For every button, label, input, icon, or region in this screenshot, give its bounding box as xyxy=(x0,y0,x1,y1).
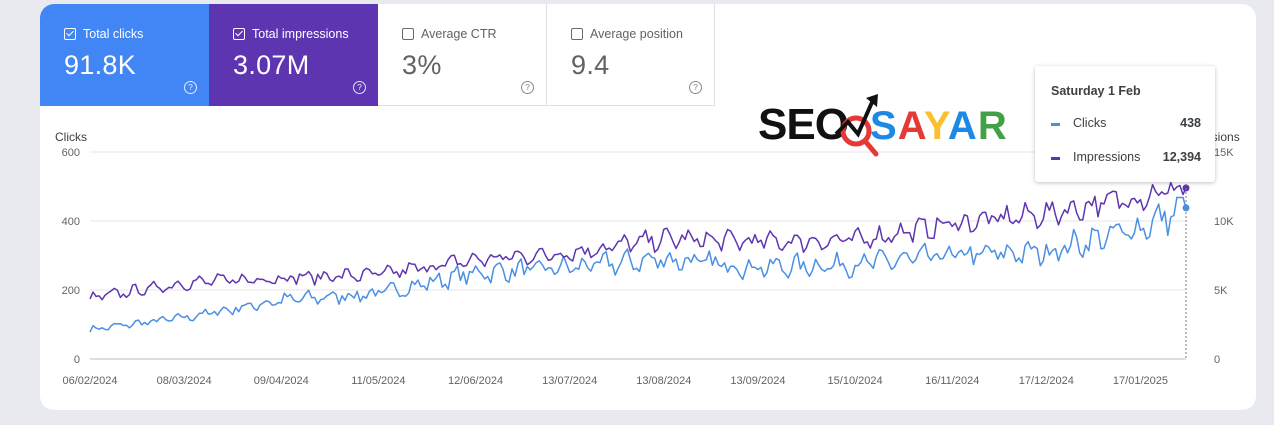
legend-swatch xyxy=(1051,123,1060,126)
checkbox-icon[interactable] xyxy=(571,28,583,40)
metric-header: Total clicks xyxy=(64,26,209,42)
x-tick-label: 08/03/2024 xyxy=(157,375,212,387)
x-tick-label: 12/06/2024 xyxy=(448,375,503,387)
help-icon[interactable]: ? xyxy=(689,81,702,94)
series-line-clicks xyxy=(89,196,1187,333)
checkbox-icon[interactable] xyxy=(402,28,414,40)
x-tick-label: 17/12/2024 xyxy=(1019,375,1074,387)
metric-value: 3.07M xyxy=(233,50,310,80)
watermark-letter: Y xyxy=(923,104,948,148)
x-tick-label: 13/07/2024 xyxy=(542,375,597,387)
performance-chart[interactable]: 600 400 200 0 15K 10K 5K 0 06/02/2024 08/03/2024 0… xyxy=(40,4,1256,410)
tooltip-row-clicks: Clicks 438 xyxy=(1051,116,1201,132)
legend-swatch xyxy=(1051,157,1060,160)
right-tick-label: 15K xyxy=(1214,147,1234,159)
metric-label: Average CTR xyxy=(421,27,497,41)
x-tick-label: 09/04/2024 xyxy=(254,375,309,387)
highlight-point-clicks xyxy=(1182,204,1190,212)
metric-header: Average CTR xyxy=(402,26,546,42)
metric-average-ctr[interactable]: Average CTR 3% ? xyxy=(378,4,547,106)
right-tick-label: 10K xyxy=(1214,216,1234,228)
x-tick-label: 13/08/2024 xyxy=(636,375,691,387)
x-tick-label: 17/01/2025 xyxy=(1113,375,1168,387)
tooltip-date: Saturday 1 Feb xyxy=(1051,84,1141,98)
right-tick-label: 5K xyxy=(1214,285,1228,297)
left-tick-label: 200 xyxy=(62,285,80,297)
help-icon[interactable]: ? xyxy=(521,81,534,94)
metric-header: Average position xyxy=(571,26,714,42)
checkbox-icon[interactable] xyxy=(233,28,245,40)
series-line-impressions xyxy=(89,181,1187,301)
x-tick-label: 16/11/2024 xyxy=(925,375,979,387)
metric-value: 9.4 xyxy=(571,50,610,80)
metric-value: 91.8K xyxy=(64,50,137,80)
magnifier-arrow-icon xyxy=(834,94,879,157)
performance-card: Total clicks 91.8K ? Total impressions 3… xyxy=(40,4,1256,410)
left-tick-label: 0 xyxy=(74,354,80,366)
tooltip-row-impressions: Impressions 12,394 xyxy=(1051,150,1201,166)
tooltip-label: Impressions xyxy=(1073,150,1141,164)
watermark-letter: R xyxy=(977,104,1008,148)
highlight-point-impressions xyxy=(1182,184,1190,192)
metric-label: Total clicks xyxy=(83,27,144,41)
watermark-seo: SEO xyxy=(758,100,849,149)
x-tick-label: 06/02/2024 xyxy=(62,375,117,387)
help-icon[interactable]: ? xyxy=(184,81,197,94)
watermark-sayar: SAYAR xyxy=(870,104,1008,149)
x-tick-label: 15/10/2024 xyxy=(828,375,883,387)
help-icon[interactable]: ? xyxy=(353,81,366,94)
tooltip-label: Clicks xyxy=(1073,116,1107,130)
tooltip-value: 438 xyxy=(1180,116,1201,130)
seosayar-watermark: SEO SAYAR xyxy=(758,94,1028,157)
chart-tooltip: Saturday 1 Feb Clicks 438 Impressions 12… xyxy=(1035,66,1215,182)
checkbox-icon[interactable] xyxy=(64,28,76,40)
metric-header: Total impressions xyxy=(233,26,378,42)
left-tick-label: 400 xyxy=(62,216,80,228)
left-axis-title: Clicks xyxy=(55,130,87,144)
left-tick-label: 600 xyxy=(62,147,80,159)
watermark-letter: A xyxy=(897,104,924,148)
tooltip-value: 12,394 xyxy=(1162,150,1201,164)
metric-label: Total impressions xyxy=(252,27,349,41)
metric-value: 3% xyxy=(402,50,442,80)
metric-average-position[interactable]: Average position 9.4 ? xyxy=(547,4,715,106)
watermark-letter: A xyxy=(947,104,978,148)
right-tick-label: 0 xyxy=(1214,354,1220,366)
watermark-letter: S xyxy=(870,104,898,148)
metric-total-impressions[interactable]: Total impressions 3.07M ? xyxy=(209,4,378,106)
metric-label: Average position xyxy=(590,27,683,41)
x-tick-label: 13/09/2024 xyxy=(730,375,785,387)
metric-total-clicks[interactable]: Total clicks 91.8K ? xyxy=(40,4,209,106)
x-tick-label: 11/05/2024 xyxy=(351,375,405,387)
